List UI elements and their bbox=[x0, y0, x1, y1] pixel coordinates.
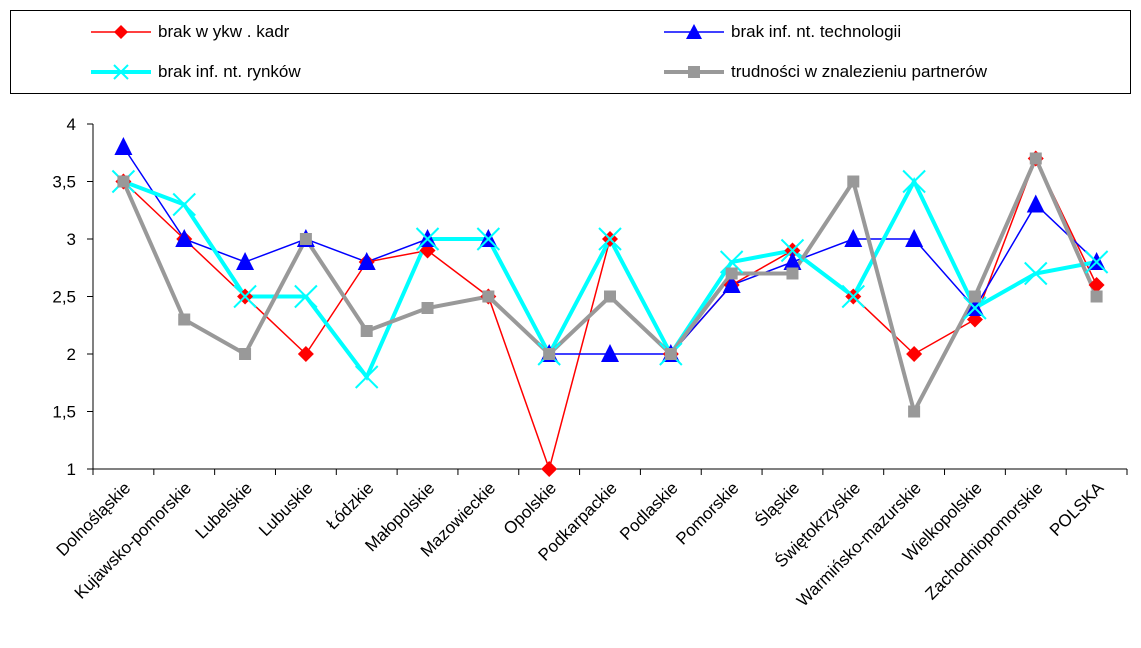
data-point bbox=[421, 302, 434, 314]
data-point bbox=[299, 233, 312, 245]
x-tick-label: Pomorskie bbox=[672, 478, 742, 548]
x-tick-label: Lubuskie bbox=[255, 478, 317, 540]
x-tick-label: Kujawsko-pomorskie bbox=[71, 478, 195, 602]
x-tick-label: Opolskie bbox=[500, 478, 560, 538]
x-tick-label: Śląskie bbox=[751, 478, 803, 530]
legend-item-technologii: brak inf. nt. technologii bbox=[659, 17, 901, 47]
data-point bbox=[1088, 277, 1105, 293]
data-point bbox=[1029, 152, 1042, 165]
data-point bbox=[297, 346, 314, 362]
data-point bbox=[783, 252, 802, 270]
x-tick-label: POLSKA bbox=[1046, 478, 1108, 540]
data-point bbox=[178, 313, 191, 326]
data-point bbox=[114, 137, 133, 155]
data-point bbox=[963, 296, 987, 320]
y-tick-label: 1,5 bbox=[52, 403, 76, 422]
data-point bbox=[239, 348, 252, 360]
legend-swatch-kadr bbox=[91, 25, 151, 39]
data-point bbox=[1024, 261, 1048, 286]
legend-item-rynkow: brak inf. nt. rynków bbox=[86, 57, 301, 87]
data-point bbox=[722, 275, 741, 293]
data-point bbox=[360, 325, 373, 337]
data-point bbox=[541, 461, 558, 477]
data-point bbox=[172, 192, 196, 217]
data-point bbox=[482, 290, 495, 303]
data-point bbox=[175, 229, 194, 247]
y-tick-label: 3 bbox=[67, 230, 76, 249]
data-point bbox=[844, 229, 863, 247]
legend-swatch-rynkow bbox=[91, 64, 151, 80]
data-point bbox=[786, 267, 799, 280]
data-point bbox=[357, 252, 376, 270]
series-line bbox=[122, 156, 1098, 472]
data-point bbox=[236, 252, 255, 270]
data-point bbox=[543, 348, 556, 360]
x-tick-label: Podlaskie bbox=[616, 478, 682, 544]
data-point bbox=[476, 227, 501, 251]
data-point bbox=[1026, 194, 1045, 213]
legend-label-partnerow: trudności w znalezieniu partnerów bbox=[731, 62, 988, 81]
data-point bbox=[604, 290, 616, 303]
y-tick-label: 2,5 bbox=[52, 288, 76, 307]
series-line bbox=[121, 153, 1099, 417]
y-tick-label: 4 bbox=[67, 115, 76, 134]
legend-item-kadr: brak w ykw . kadr bbox=[86, 17, 289, 47]
legend-swatch-partnerow bbox=[664, 66, 724, 78]
legend-label-technologii: brak inf. nt. technologii bbox=[731, 22, 902, 41]
data-point bbox=[719, 250, 744, 274]
x-tick-label: Zachodniopomorskie bbox=[922, 478, 1047, 603]
data-point bbox=[601, 344, 619, 362]
y-tick-label: 2 bbox=[67, 345, 76, 364]
data-point bbox=[780, 238, 805, 263]
y-tick-label: 3,5 bbox=[52, 173, 76, 192]
data-point bbox=[902, 169, 926, 194]
data-point bbox=[117, 175, 130, 188]
y-tick-label: 1 bbox=[67, 460, 76, 479]
legend-item-partnerow: trudności w znalezieniu partnerów bbox=[659, 57, 987, 87]
data-point bbox=[906, 346, 923, 362]
data-point bbox=[415, 227, 440, 251]
data-point bbox=[598, 227, 622, 251]
legend-label-kadr: brak w ykw . kadr bbox=[158, 22, 290, 41]
data-point bbox=[725, 267, 738, 280]
data-point bbox=[664, 348, 677, 360]
data-point bbox=[233, 284, 257, 309]
data-point bbox=[905, 229, 924, 247]
legend: brak w ykw . kadr brak inf. nt. technolo… bbox=[10, 10, 1131, 94]
legend-label-rynkow: brak inf. nt. rynków bbox=[158, 62, 301, 81]
data-point bbox=[841, 284, 866, 309]
x-tick-label: Łódzkie bbox=[323, 478, 378, 533]
data-point bbox=[968, 290, 981, 303]
data-point bbox=[354, 365, 379, 389]
data-point bbox=[908, 405, 921, 418]
data-point bbox=[1084, 250, 1109, 274]
x-tick-label: Lubelskie bbox=[192, 478, 256, 542]
data-point bbox=[1090, 290, 1103, 303]
data-point bbox=[847, 175, 860, 188]
legend-swatch-technologii bbox=[664, 24, 724, 39]
series-line bbox=[122, 146, 1098, 355]
data-point bbox=[294, 284, 318, 309]
